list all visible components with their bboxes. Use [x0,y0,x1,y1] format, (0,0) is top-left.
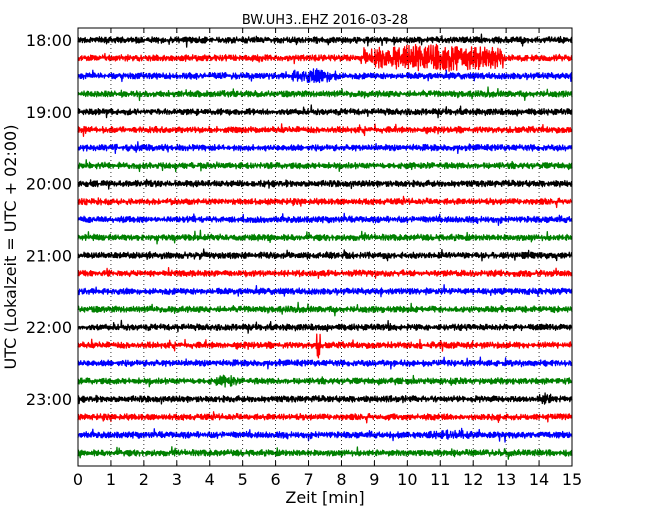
trace-line [77,123,573,137]
trace-line [77,178,573,190]
trace-line [77,86,573,102]
trace-line [77,141,573,155]
trace-line [77,356,573,370]
x-tick-label: 15 [562,470,582,489]
x-tick-label: 8 [336,470,346,489]
x-tick-label: 5 [238,470,248,489]
x-tick-label: 0 [73,470,83,489]
x-tick-label: 14 [529,470,549,489]
x-tick-label: 11 [430,470,450,489]
x-tick-label: 13 [496,470,516,489]
y-axis-ticks: 18:00 19:00 20:00 21:00 22:00 23:00 [26,31,572,409]
trace-line [77,159,573,173]
trace-line [77,284,573,298]
x-axis-label: Zeit [min] [285,488,364,507]
trace-line [77,104,573,119]
y-tick-label: 23:00 [26,390,72,409]
x-tick-label: 3 [172,470,182,489]
trace-line [77,411,573,424]
trace-line [77,33,573,48]
trace-line [77,68,573,84]
x-tick-label: 12 [463,470,483,489]
trace-line [77,333,573,359]
trace-line [77,301,573,317]
x-tick-label: 2 [139,470,149,489]
y-tick-label: 21:00 [26,246,72,265]
trace-line [77,446,573,460]
x-tick-label: 1 [106,470,116,489]
trace-line [77,267,573,279]
y-axis-label: UTC (Lokalzeit = UTC + 02:00) [1,125,20,370]
x-tick-label: 7 [303,470,313,489]
trace-line [77,248,573,262]
x-axis-ticks: 0 1 2 3 4 5 6 7 8 9 10 11 12 13 14 15 [73,28,582,489]
y-tick-label: 20:00 [26,175,72,194]
trace-line [77,427,573,443]
trace-line [77,229,573,245]
x-tick-label: 4 [205,470,215,489]
trace-line [77,319,573,334]
trace-line [77,43,573,72]
x-tick-label: 6 [271,470,281,489]
plot-frame [77,27,573,467]
trace-line [77,374,573,388]
trace-line [77,392,573,405]
y-tick-label: 22:00 [26,318,72,337]
chart-title: BW.UH3..EHZ 2016-03-28 [242,13,408,28]
y-tick-label: 18:00 [26,31,72,50]
seismogram-traces [77,33,573,460]
x-tick-label: 9 [369,470,379,489]
trace-line [77,212,573,226]
y-tick-label: 19:00 [26,103,72,122]
trace-line [77,195,573,209]
x-tick-label: 10 [397,470,417,489]
